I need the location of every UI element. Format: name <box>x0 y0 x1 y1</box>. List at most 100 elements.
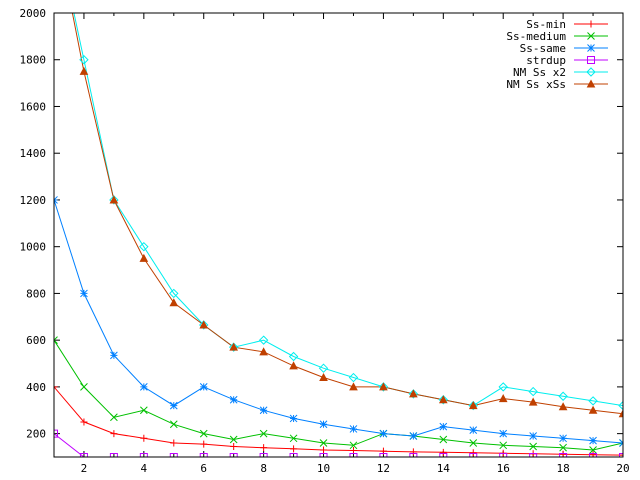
data-point-marker <box>349 453 358 457</box>
data-point-marker <box>468 400 478 411</box>
legend-label: strdup <box>526 54 566 67</box>
data-point-marker <box>258 335 269 345</box>
data-point-marker <box>438 395 448 404</box>
data-point-marker <box>469 426 478 434</box>
legend-label: NM Ss xSs <box>506 78 566 91</box>
legend-swatch-marker <box>587 56 595 64</box>
data-point-marker <box>259 406 268 415</box>
data-point-marker <box>289 414 298 423</box>
x-tick-label: 10 <box>317 462 330 475</box>
data-point-marker <box>499 453 508 457</box>
data-point-marker <box>319 420 328 429</box>
data-point-marker <box>379 429 388 438</box>
x-tick-label: 12 <box>377 462 390 475</box>
data-point-marker <box>169 453 178 457</box>
data-point-marker <box>528 397 538 406</box>
series-layer <box>54 13 623 457</box>
data-point-marker <box>199 320 209 330</box>
plot-frame <box>53 12 624 458</box>
y-tick-label: 1600 <box>20 100 47 113</box>
data-point-marker <box>320 446 328 454</box>
data-point-marker <box>110 430 118 438</box>
data-point-marker <box>110 413 118 422</box>
data-point-marker <box>260 444 268 452</box>
data-point-marker <box>468 401 478 410</box>
data-point-marker <box>229 342 239 351</box>
data-point-marker <box>439 448 447 456</box>
data-point-marker <box>169 288 179 299</box>
data-point-marker <box>409 432 418 440</box>
y-tick-label: 1800 <box>20 54 47 67</box>
data-point-marker <box>588 396 598 406</box>
axis-ticks: 200 400 600 800 1000 1200 1400 1600 1800 2000 2 4 6 8… <box>20 7 630 475</box>
series-line-3 <box>54 199 623 444</box>
y-tick-label: 1000 <box>20 241 47 254</box>
data-point-marker <box>139 241 149 252</box>
data-point-marker <box>80 289 88 298</box>
data-point-marker <box>529 442 538 451</box>
data-point-marker <box>558 391 568 401</box>
data-point-marker <box>319 453 328 457</box>
data-point-marker <box>529 453 538 457</box>
data-point-marker <box>199 453 208 457</box>
y-tick-label: 1400 <box>20 147 47 160</box>
data-point-marker <box>469 439 478 447</box>
data-point-marker <box>54 383 58 391</box>
data-point-marker <box>409 448 417 456</box>
data-point-marker <box>109 195 119 204</box>
legend-swatch-marker <box>587 20 595 28</box>
data-point-marker <box>199 429 208 438</box>
data-point-marker <box>618 409 623 418</box>
data-point-marker <box>469 453 478 457</box>
data-point-marker <box>319 372 328 382</box>
data-point-marker <box>169 401 178 410</box>
data-point-marker <box>348 372 359 383</box>
data-point-marker <box>499 441 508 450</box>
data-point-marker <box>499 429 508 438</box>
data-point-marker <box>319 439 328 447</box>
data-point-marker <box>79 453 88 457</box>
data-point-marker <box>589 436 597 445</box>
data-point-marker <box>439 422 448 431</box>
data-point-marker <box>139 383 148 391</box>
data-point-marker <box>529 432 538 440</box>
data-point-marker <box>199 383 208 391</box>
x-tick-label: 8 <box>260 462 267 475</box>
data-point-marker <box>438 395 449 405</box>
data-point-marker <box>618 400 623 411</box>
data-point-marker <box>230 442 238 450</box>
data-point-marker <box>200 440 208 448</box>
data-point-marker <box>229 395 238 404</box>
data-point-marker <box>439 453 448 457</box>
data-point-marker <box>409 453 418 457</box>
data-point-marker <box>199 320 209 329</box>
data-point-marker <box>80 418 88 426</box>
data-point-marker <box>559 453 568 457</box>
data-point-marker <box>439 435 448 444</box>
data-point-marker <box>289 434 298 443</box>
data-point-marker <box>349 446 357 454</box>
legend-label: NM Ss x2 <box>513 66 566 79</box>
data-point-marker <box>79 55 89 65</box>
data-point-marker <box>588 405 598 414</box>
data-point-marker <box>109 453 118 457</box>
data-point-marker <box>290 445 298 453</box>
data-point-marker <box>378 382 389 392</box>
data-point-marker <box>259 453 268 457</box>
series-line-2 <box>54 339 623 451</box>
data-point-marker <box>559 443 567 452</box>
data-point-marker <box>558 402 568 411</box>
data-point-marker <box>379 382 388 391</box>
data-point-marker <box>170 439 178 447</box>
x-tick-label: 14 <box>437 462 451 475</box>
data-point-marker <box>559 434 567 443</box>
y-tick-label: 1200 <box>20 194 47 207</box>
y-tick-label: 800 <box>26 287 46 300</box>
data-point-marker <box>54 429 58 438</box>
data-point-marker <box>259 429 268 438</box>
x-tick-label: 20 <box>616 462 629 475</box>
data-point-marker <box>139 253 149 262</box>
data-point-marker <box>229 453 238 457</box>
legend-label: Ss-min <box>526 18 566 31</box>
